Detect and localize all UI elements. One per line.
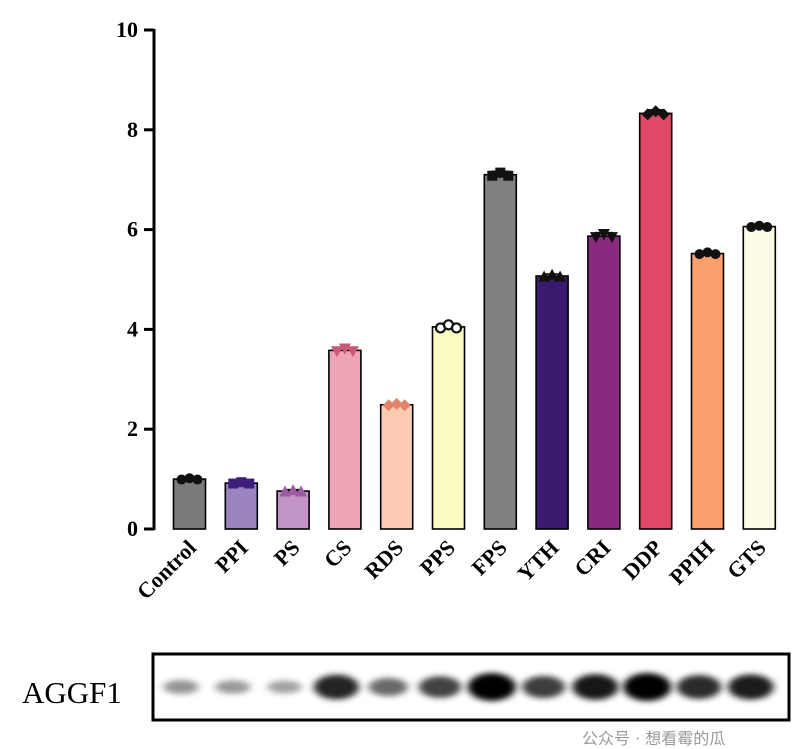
bar-group [742, 220, 777, 530]
data-point [762, 222, 773, 233]
data-point [192, 474, 203, 485]
x-tick-label: PPI [210, 535, 253, 578]
bar [690, 252, 725, 530]
data-point [176, 474, 187, 485]
data-point [657, 108, 670, 121]
blot-band [313, 674, 359, 700]
y-tick-label: 4 [127, 316, 138, 341]
bar [224, 482, 259, 530]
bar-group [276, 484, 310, 530]
data-point [295, 485, 308, 497]
bar-group [638, 105, 673, 530]
bar [172, 478, 207, 530]
x-tick-label: FPS [466, 535, 511, 580]
data-point [487, 170, 498, 181]
bar-group [431, 319, 466, 530]
data-point [287, 484, 300, 496]
y-axis: 0 2 4 6 8 10 [116, 17, 156, 541]
bar [328, 349, 362, 530]
y-tick-label: 0 [127, 516, 138, 541]
bar [535, 275, 569, 530]
data-point [503, 170, 514, 181]
x-tick-label: CRI [569, 535, 615, 581]
bar [587, 235, 621, 530]
y-tick-label: 8 [127, 117, 138, 142]
data-point [330, 346, 343, 358]
data-point [589, 232, 602, 244]
bar-group [587, 228, 621, 530]
blot-band [522, 675, 566, 699]
data-point [184, 473, 195, 484]
data-point [450, 322, 463, 334]
x-tick-label: Control [132, 535, 201, 604]
bar [638, 112, 673, 530]
x-tick-label: CS [319, 535, 357, 573]
data-point [346, 346, 359, 358]
blot-band [418, 676, 462, 698]
bar-group [483, 167, 518, 530]
blot-band [215, 680, 251, 694]
blot-band [728, 674, 774, 700]
x-tick-label: DDP [618, 535, 668, 585]
data-point [605, 232, 618, 244]
data-point [554, 270, 567, 282]
data-point [390, 397, 403, 410]
bar-group [172, 473, 207, 530]
bar-group [690, 247, 725, 530]
blot-label: AGGF1 [22, 675, 122, 710]
bar [742, 225, 777, 530]
data-point [382, 399, 395, 412]
blot-band [676, 674, 722, 700]
x-tick-label: GTS [722, 535, 771, 584]
data-point [746, 222, 757, 233]
data-point [694, 249, 705, 260]
bar [276, 490, 310, 530]
data-point [495, 167, 506, 178]
data-point [546, 268, 559, 280]
blot-band [467, 673, 516, 701]
bar [431, 326, 466, 530]
y-tick-label: 2 [127, 416, 138, 441]
western-blot-panel: AGGF1 [22, 652, 791, 722]
data-point [597, 228, 610, 240]
blot-band [163, 680, 199, 694]
data-point [244, 478, 255, 489]
data-point [228, 478, 239, 489]
blot-band [572, 674, 619, 700]
blot-band [623, 673, 672, 701]
x-tick-label: PS [269, 535, 305, 571]
bar [379, 403, 414, 530]
data-point [754, 220, 765, 231]
data-point [236, 477, 247, 488]
x-tick-label: YTH [512, 535, 563, 586]
x-tick-label: RDS [359, 535, 408, 584]
watermark-text: 公众号 · 想看霉的瓜 [582, 729, 725, 748]
y-tick-label: 10 [116, 17, 138, 42]
blot-band [267, 680, 302, 694]
x-tick-label: PPIH [664, 535, 719, 590]
blot-bands [163, 673, 774, 701]
bar-group [328, 343, 362, 530]
y-tick-label: 6 [127, 217, 138, 242]
data-point [702, 247, 713, 258]
bars-layer [172, 105, 777, 530]
bar-group [535, 268, 569, 530]
bar-group [224, 477, 259, 530]
data-point [398, 399, 411, 412]
bar [483, 173, 518, 530]
bar-group [379, 397, 414, 530]
data-point [710, 249, 721, 260]
x-tick-label: PPS [415, 535, 460, 580]
blot-band [368, 677, 408, 697]
